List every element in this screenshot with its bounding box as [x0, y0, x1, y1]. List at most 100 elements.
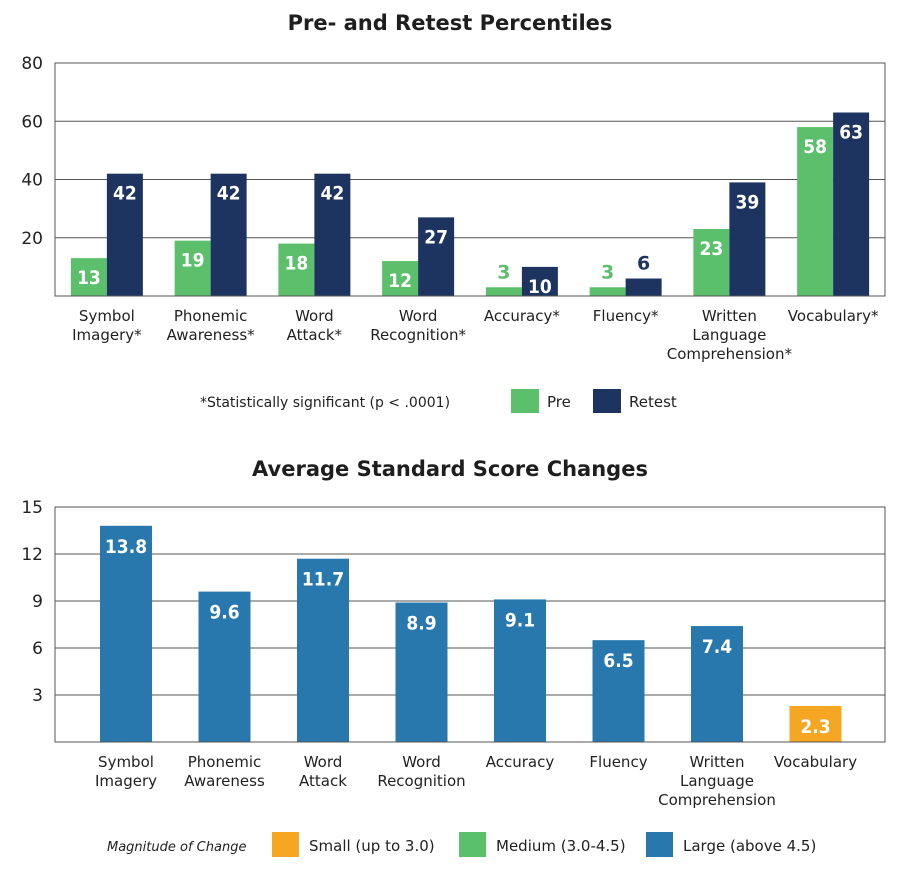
chart1-y-ticks: 20 40 60 80	[21, 54, 43, 249]
chart2-value-label: 9.6	[209, 602, 239, 624]
chart1-category-label: Imagery*	[72, 326, 142, 344]
chart1-category-label: Fluency*	[593, 307, 659, 325]
chart1-category-label: Attack*	[287, 326, 343, 344]
chart2-category-label: Word	[304, 753, 343, 771]
chart2-y-tick-label: 15	[21, 498, 43, 518]
chart2-category-label: Accuracy	[486, 753, 555, 771]
chart2-value-label: 6.5	[603, 650, 633, 672]
percentiles-chart: Pre- and Retest Percentiles 20 40 60 80 13 4…	[21, 11, 886, 413]
chart1-value-label: 3	[497, 261, 510, 283]
chart2-bar	[494, 599, 546, 742]
chart2-category-label: Symbol	[98, 753, 154, 771]
chart1-value-label: 42	[113, 183, 137, 205]
chart2-legend: Magnitude of Change Small (up to 3.0) Medi…	[107, 832, 816, 857]
chart1-legend-swatch-retest	[593, 389, 621, 413]
chart1-category-label: Awareness*	[167, 326, 256, 344]
chart2-y-tick-label: 9	[32, 592, 43, 612]
chart2-value-label: 9.1	[505, 609, 535, 631]
chart1-category-label: Phonemic	[174, 307, 248, 325]
chart2-category-label: Attack	[299, 772, 347, 790]
chart2-value-label: 7.4	[702, 636, 732, 658]
chart2-bar	[789, 705, 842, 742]
chart2-bar	[691, 626, 743, 742]
chart1-title: Pre- and Retest Percentiles	[288, 11, 613, 35]
chart1-legend-label: Retest	[629, 393, 677, 411]
chart1-y-tick-label: 40	[21, 171, 43, 191]
chart1-bar-pre	[693, 229, 730, 296]
chart1-legend-swatch-pre	[511, 389, 539, 413]
chart2-y-tick-label: 12	[21, 545, 43, 565]
chart1-category-label: Vocabulary*	[788, 307, 879, 325]
chart1-legend: Pre Retest	[511, 389, 677, 413]
chart2-bar	[395, 602, 448, 742]
chart1-footnote: *Statistically significant (p < .0001)	[200, 395, 450, 411]
chart2-legend-label: Small (up to 3.0)	[309, 837, 435, 855]
chart2-legend-label: Medium (3.0-4.5)	[496, 837, 626, 855]
chart1-bar-pre	[382, 261, 419, 296]
chart2-category-label: Imagery	[95, 772, 157, 790]
chart2-value-label: 13.8	[105, 536, 147, 558]
chart1-value-label: 39	[735, 191, 759, 213]
chart2-legend-swatch-small	[272, 832, 299, 857]
chart2-category-label: Awareness	[184, 772, 265, 790]
chart2-legend-swatch-medium	[459, 832, 486, 857]
score-changes-chart: Average Standard Score Changes 3 6 9 12 15 1…	[21, 457, 886, 857]
chart2-category-label: Written	[690, 753, 745, 771]
chart2-bars: 13.8 9.6 11.7 8.9 9.1 6.5 7.4 2.3	[100, 525, 842, 742]
chart1-category-label: Symbol	[79, 307, 135, 325]
chart1-y-tick-label: 60	[21, 112, 43, 132]
chart1-category-label: Word	[399, 307, 438, 325]
chart2-category-label: Fluency	[589, 753, 647, 771]
chart1-value-label: 63	[839, 122, 863, 144]
chart1-bar-pre	[485, 287, 522, 296]
chart1-category-label: Written	[702, 307, 757, 325]
chart1-value-label: 10	[528, 276, 552, 298]
chart2-category-label: Comprehension	[658, 791, 776, 809]
chart1-bar-retest	[314, 173, 351, 296]
chart2-legend-swatch-large	[646, 832, 673, 857]
chart1-plot-frame	[54, 62, 886, 297]
chart2-bar	[100, 525, 152, 742]
chart1-y-tick-label: 20	[21, 229, 43, 249]
chart1-value-label: 23	[699, 238, 723, 260]
chart2-legend-title: Magnitude of Change	[107, 840, 246, 855]
chart1-category-label: Recognition*	[370, 326, 466, 344]
chart1-bar-pre	[589, 287, 626, 296]
chart1-bar-pre	[174, 240, 211, 296]
chart1-value-label: 58	[803, 136, 827, 158]
chart1-bar-retest	[625, 278, 662, 296]
chart1-category-label: Accuracy*	[484, 307, 560, 325]
chart1-bar-retest	[210, 173, 247, 296]
chart1-value-label: 6	[637, 253, 650, 275]
chart2-category-label: Language	[680, 772, 754, 790]
chart1-value-label: 42	[217, 183, 241, 205]
chart1-bars: 13 42 19 42 18 42 12 27 3 10 3 6 23 39 58 63	[70, 112, 870, 298]
chart1-value-label: 27	[424, 226, 448, 248]
chart2-category-label: Vocabulary	[774, 753, 857, 771]
chart1-category-label: Word	[295, 307, 334, 325]
chart1-bar-pre	[278, 243, 315, 296]
chart1-value-label: 19	[181, 250, 205, 272]
chart2-gridlines	[55, 506, 885, 696]
chart2-category-label: Word	[402, 753, 441, 771]
chart2-legend-label: Large (above 4.5)	[683, 837, 816, 855]
chart2-value-label: 8.9	[406, 613, 436, 635]
chart2-title: Average Standard Score Changes	[252, 457, 648, 481]
chart2-bar	[592, 640, 645, 742]
chart2-y-ticks: 3 6 9 12 15	[21, 498, 43, 706]
chart1-legend-label: Pre	[547, 393, 571, 411]
chart1-bar-retest	[729, 182, 766, 296]
chart1-bar-pre	[70, 258, 107, 296]
chart1-category-label: Language	[692, 326, 766, 344]
chart1-bar-retest	[418, 217, 455, 296]
chart2-category-labels: SymbolImageryPhonemicAwarenessWordAttack…	[95, 753, 857, 809]
chart2-y-tick-label: 3	[32, 686, 43, 706]
chart2-y-tick-label: 6	[32, 639, 43, 659]
chart2-category-label: Phonemic	[188, 753, 262, 771]
chart1-category-label: Comprehension*	[667, 345, 793, 363]
chart2-category-label: Recognition	[377, 772, 465, 790]
chart1-bar-pre	[797, 127, 834, 296]
chart1-value-label: 3	[601, 261, 614, 283]
